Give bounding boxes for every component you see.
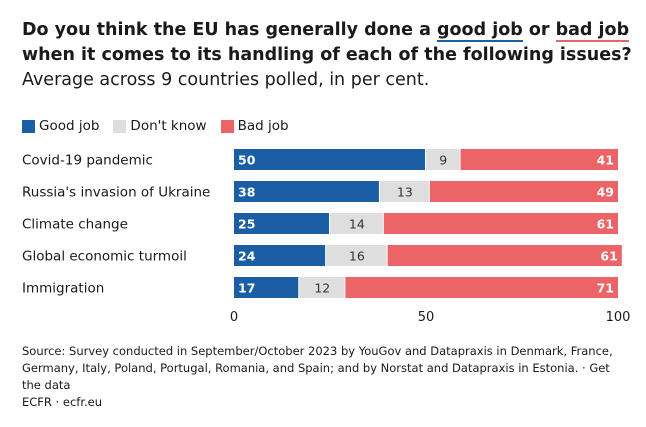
data-label-bad: 49 xyxy=(597,185,614,200)
bar-good xyxy=(234,213,329,234)
data-label-good: 50 xyxy=(238,153,256,168)
data-label-dontknow: 12 xyxy=(314,281,330,296)
category-label: Russia's invasion of Ukraine xyxy=(22,185,210,201)
legend-swatch-dontknow xyxy=(113,119,127,133)
bar-dontknow xyxy=(379,181,429,202)
bar-good xyxy=(234,245,326,266)
bar-good xyxy=(234,149,425,170)
bar-bad xyxy=(429,181,618,202)
legend-label-bad: Bad job xyxy=(237,118,289,134)
category-label: Climate change xyxy=(22,217,128,233)
chart-title: Do you think the EU has generally done a… xyxy=(22,18,632,93)
category-label: Covid-19 pandemic xyxy=(22,153,153,169)
legend-swatch-good xyxy=(22,119,35,133)
bar-good xyxy=(234,277,299,298)
title-good-job: good job xyxy=(437,20,523,42)
x-tick-label: 50 xyxy=(418,310,435,325)
data-label-good: 25 xyxy=(238,217,255,232)
legend-item-bad: Bad job xyxy=(220,118,289,134)
legend-label-good: Good job xyxy=(39,118,100,134)
legend-item-dontknow: Don't know xyxy=(113,118,207,134)
data-label-dontknow: 13 xyxy=(397,185,413,200)
category-label: Immigration xyxy=(22,281,104,297)
category-label: Global economic turmoil xyxy=(22,249,187,265)
bar-dontknow xyxy=(299,277,345,298)
source-note[interactable]: Source: Survey conducted in September/Oc… xyxy=(22,344,613,392)
bar-dontknow xyxy=(426,149,460,170)
legend: Good job Don't know Bad job xyxy=(22,118,303,134)
legend-label-dontknow: Don't know xyxy=(130,118,207,134)
bar-good xyxy=(234,181,379,202)
title-or: or xyxy=(528,20,550,40)
legend-item-good: Good job xyxy=(22,118,99,134)
data-label-bad: 61 xyxy=(597,217,614,232)
legend-swatch-bad xyxy=(220,119,234,133)
bar-bad xyxy=(345,277,618,298)
title-bad-job: bad job xyxy=(555,20,630,42)
title-part1: Do you think the EU has generally done a xyxy=(22,20,431,40)
data-label-dontknow: 14 xyxy=(349,217,365,232)
credit[interactable]: ECFR · ecfr.eu xyxy=(22,395,103,409)
data-label-good: 17 xyxy=(238,281,255,296)
data-label-bad: 41 xyxy=(597,153,614,168)
x-tick-label: 100 xyxy=(606,310,631,325)
data-label-bad: 61 xyxy=(600,249,617,264)
chart-subtitle: Average across 9 countries polled, in pe… xyxy=(22,70,430,90)
bar-dontknow xyxy=(326,245,387,266)
data-label-good: 24 xyxy=(238,249,256,264)
data-label-dontknow: 9 xyxy=(439,153,447,168)
data-label-bad: 71 xyxy=(597,281,614,296)
bar-bad xyxy=(387,245,622,266)
x-tick-label: 0 xyxy=(230,310,238,325)
data-label-dontknow: 16 xyxy=(349,249,365,264)
bar-bad xyxy=(383,213,618,234)
title-part2: when it comes to its handling of each of… xyxy=(22,45,632,65)
data-label-good: 38 xyxy=(238,185,255,200)
stacked-bar-chart: Covid-19 pandemic 50 9 41 Russia's invasion … xyxy=(22,149,631,325)
footer: Source: Survey conducted in September/Oc… xyxy=(22,343,626,411)
bar-dontknow xyxy=(330,213,383,234)
bar-bad xyxy=(460,149,618,170)
